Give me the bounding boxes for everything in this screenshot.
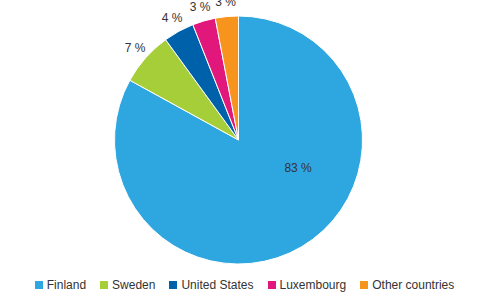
svg-text:7 %: 7 % xyxy=(125,41,146,55)
svg-text:3 %: 3 % xyxy=(190,0,211,14)
html-text:Other countries: Other countries xyxy=(372,278,455,292)
svg-text:3 %: 3 % xyxy=(215,0,236,9)
html-text:Finland: Finland xyxy=(46,278,87,292)
html-text:United States: United States xyxy=(181,278,254,292)
html-text:Sweden: Sweden xyxy=(112,278,156,292)
svg-text:4 %: 4 % xyxy=(162,11,183,25)
svg-text:83 %: 83 % xyxy=(284,161,312,175)
html-text:Luxembourg: Luxembourg xyxy=(279,278,347,292)
